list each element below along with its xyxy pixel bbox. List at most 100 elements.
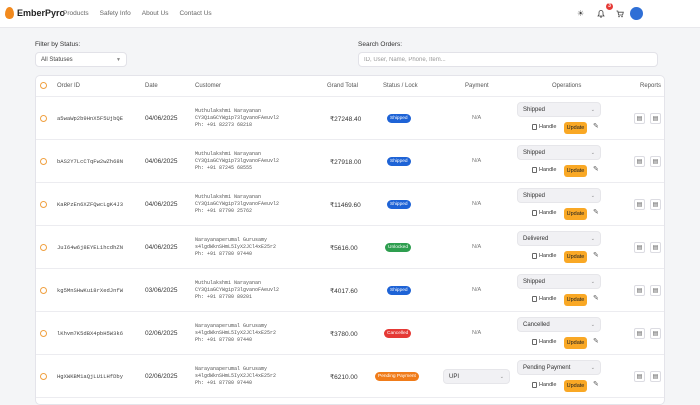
operation-select[interactable]: Delivered ⌄ — [517, 231, 601, 246]
operation-value: Delivered — [523, 236, 549, 242]
row-select-radio[interactable] — [40, 201, 47, 208]
doc-report-icon[interactable]: ▤ — [650, 371, 661, 382]
doc-report-icon[interactable]: ▤ — [650, 113, 661, 124]
handle-button[interactable]: Handle — [532, 382, 556, 388]
order-id[interactable]: a5waWp2b9HnX5F5UjbQE — [57, 115, 124, 122]
update-button[interactable]: Update — [564, 165, 587, 177]
operation-value: Shipped — [523, 107, 546, 113]
row-select-radio[interactable] — [40, 373, 47, 380]
nav-link-safety-info[interactable]: Safety Info — [99, 10, 131, 17]
payment-value: N/A — [472, 287, 482, 293]
update-button[interactable]: Update — [564, 251, 587, 263]
table-row: kg5MnSHwKui8rXedJnfW 03/06/2025 Muthulak… — [36, 269, 664, 312]
edit-icon[interactable]: ✎ — [593, 295, 599, 302]
handle-button[interactable]: Handle — [532, 253, 556, 259]
customer-info: Muthulakshmi Narayanan CY3QiaGCYWgip73lg… — [195, 108, 279, 129]
operation-select[interactable]: Pending Payment ⌄ — [517, 360, 601, 375]
customer-info: Narayanaperumal Gurusamy s4lgdWknSHmL5Iy… — [195, 366, 276, 387]
pdf-report-icon[interactable]: ▤ — [634, 328, 645, 339]
brand-logo[interactable]: EmberPyro — [5, 7, 65, 19]
grand-total: ₹6210.00 — [330, 374, 358, 381]
edit-icon[interactable]: ✎ — [593, 166, 599, 173]
edit-icon[interactable]: ✎ — [593, 252, 599, 259]
doc-report-icon[interactable]: ▤ — [650, 156, 661, 167]
pdf-report-icon[interactable]: ▤ — [634, 113, 645, 124]
customer-info: Narayanaperumal Gurusamy s4lgdWknSHmL5Iy… — [195, 323, 276, 344]
handle-label: Handle — [539, 167, 557, 173]
handle-button[interactable]: Handle — [532, 339, 556, 345]
grand-total: ₹3780.00 — [330, 331, 358, 338]
doc-report-icon[interactable]: ▤ — [650, 285, 661, 296]
customer-info: Muthulakshmi Narayanan CY3QiaGCYWgip73lg… — [195, 280, 279, 301]
doc-report-icon[interactable]: ▤ — [650, 199, 661, 210]
update-button[interactable]: Update — [564, 208, 587, 220]
lock-icon — [532, 210, 537, 216]
col-payment: Payment — [465, 83, 489, 89]
status-filter-select[interactable]: All Statuses ▼ — [35, 52, 127, 67]
customer-phone: Ph: +91 87780 89201 — [195, 294, 253, 300]
operation-select[interactable]: Shipped ⌄ — [517, 188, 601, 203]
update-button[interactable]: Update — [564, 337, 587, 349]
edit-icon[interactable]: ✎ — [593, 123, 599, 130]
pdf-report-icon[interactable]: ▤ — [634, 199, 645, 210]
col-order-id: Order ID — [57, 83, 81, 89]
pdf-report-icon[interactable]: ▤ — [634, 371, 645, 382]
order-id[interactable]: lKhvm7K5dBX4pbH5W3k6 — [57, 330, 124, 337]
payment-value: N/A — [472, 201, 482, 207]
edit-icon[interactable]: ✎ — [593, 381, 599, 388]
sun-icon[interactable]: ☀ — [577, 9, 585, 18]
customer-info: Narayanaperumal Gurusamy s4lgdWknSHmL5Iy… — [195, 237, 276, 258]
avatar[interactable] — [630, 7, 643, 20]
doc-report-icon[interactable]: ▤ — [650, 242, 661, 253]
doc-report-icon[interactable]: ▤ — [650, 328, 661, 339]
pdf-report-icon[interactable]: ▤ — [634, 242, 645, 253]
flame-icon — [5, 7, 14, 19]
payment-select[interactable]: UPI ⌄ — [443, 369, 510, 384]
order-id[interactable]: bAS2Y7LcCTqFw2wZh68N — [57, 158, 124, 165]
nav-link-products[interactable]: Products — [63, 10, 89, 17]
row-select-radio[interactable] — [40, 158, 47, 165]
edit-icon[interactable]: ✎ — [593, 338, 599, 345]
handle-button[interactable]: Handle — [532, 210, 556, 216]
chevron-down-icon: ⌄ — [590, 193, 595, 199]
row-select-radio[interactable] — [40, 244, 47, 251]
customer-uid: CY3QiaGCYWgip73lgvanoFAeuvl2 — [195, 287, 280, 293]
row-select-radio[interactable] — [40, 330, 47, 337]
update-button[interactable]: Update — [564, 122, 587, 134]
handle-button[interactable]: Handle — [532, 124, 556, 130]
pdf-report-icon[interactable]: ▤ — [634, 285, 645, 296]
customer-uid: CY3QiaGCYWgip73lgvanoFAeuvl2 — [195, 115, 280, 121]
chevron-down-icon: ⌄ — [590, 236, 595, 242]
brand-name: EmberPyro — [17, 8, 66, 18]
row-select-radio[interactable] — [40, 287, 47, 294]
operation-select[interactable]: Shipped ⌄ — [517, 274, 601, 289]
order-date: 02/06/2025 — [145, 373, 178, 380]
customer-phone: Ph: +91 87780 97440 — [195, 251, 253, 257]
select-all-radio[interactable] — [40, 82, 47, 89]
update-button[interactable]: Update — [564, 380, 587, 392]
operation-select[interactable]: Shipped ⌄ — [517, 102, 601, 117]
order-date: 03/06/2025 — [145, 287, 178, 294]
edit-icon[interactable]: ✎ — [593, 209, 599, 216]
order-id[interactable]: kg5MnSHwKui8rXedJnfW — [57, 287, 124, 294]
pdf-report-icon[interactable]: ▤ — [634, 156, 645, 167]
update-button[interactable]: Update — [564, 294, 587, 306]
cart-icon[interactable] — [616, 10, 624, 20]
order-id[interactable]: KaRPzEn6XZFQwcLgK4J3 — [57, 201, 124, 208]
handle-label: Handle — [539, 382, 557, 388]
handle-button[interactable]: Handle — [532, 296, 556, 302]
grand-total: ₹27918.00 — [330, 159, 362, 166]
handle-button[interactable]: Handle — [532, 167, 556, 173]
payment-value: N/A — [472, 115, 482, 121]
operation-select[interactable]: Cancelled ⌄ — [517, 317, 601, 332]
bell-icon[interactable] — [597, 9, 605, 20]
order-id[interactable]: HgXWKBM1aQjLU1LHfDby — [57, 373, 124, 380]
operation-value: Cancelled — [523, 322, 550, 328]
order-id[interactable]: JuI64w6j8EYEL1hcdhZN — [57, 244, 124, 251]
row-select-radio[interactable] — [40, 115, 47, 122]
operation-select[interactable]: Shipped ⌄ — [517, 145, 601, 160]
nav-link-about-us[interactable]: About Us — [141, 10, 169, 17]
nav-link-contact-us[interactable]: Contact Us — [179, 10, 212, 17]
status-badge: Pending Payment — [375, 372, 419, 381]
search-input[interactable] — [358, 52, 658, 67]
